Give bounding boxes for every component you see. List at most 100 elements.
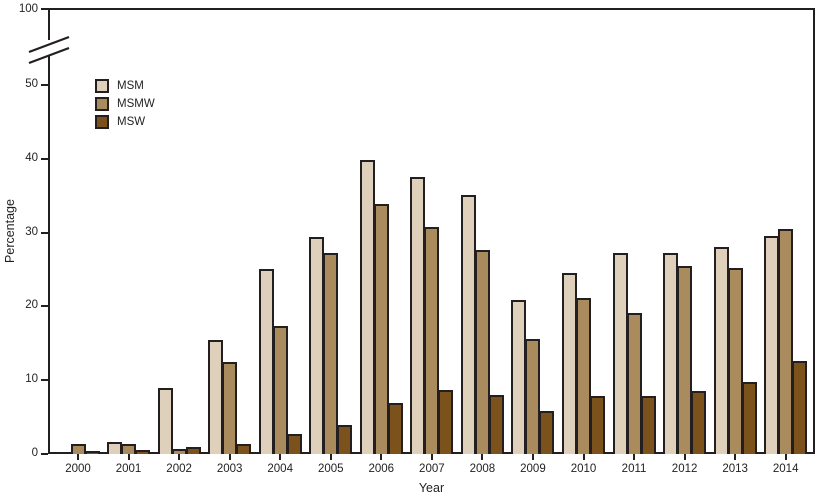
bar-msm-2005 [309, 237, 325, 454]
x-tick-label-2002: 2002 [166, 463, 192, 475]
bar-msm-2011 [612, 253, 628, 454]
bar-msmw-2013 [727, 268, 743, 454]
bar-msmw-2004 [272, 326, 288, 454]
bar-msmw-2007 [424, 227, 440, 454]
y-tick-label-40: 40 [25, 151, 38, 164]
bar-msw-2000 [84, 451, 100, 454]
x-axis-title: Year [418, 481, 445, 495]
bar-msw-2009 [539, 411, 555, 454]
bar-msm-2009 [511, 300, 527, 454]
y-tick-label-0: 0 [31, 447, 38, 459]
bar-msmw-2003 [222, 362, 238, 454]
bar-msm-2012 [663, 253, 679, 454]
bar-msm-2010 [562, 273, 577, 454]
bar-msmw-2011 [626, 313, 642, 454]
x-tick-2006 [380, 454, 383, 460]
bar-msw-2002 [185, 447, 201, 454]
bar-msm-2000 [56, 452, 72, 454]
bar-group-2014 [764, 229, 808, 454]
bar-group-2010 [562, 273, 605, 454]
bar-msw-2005 [337, 425, 353, 454]
x-tick-2000 [77, 454, 79, 460]
legend-label-msw: MSW [117, 116, 146, 128]
legend-label-msmw: MSMW [117, 98, 155, 110]
bar-group-2013 [713, 247, 757, 454]
axis-break-icon [28, 35, 70, 65]
bar-group-2011 [612, 253, 656, 454]
x-tick-label-2005: 2005 [317, 463, 344, 475]
x-tick-2008 [481, 454, 484, 460]
bar-group-2012 [663, 253, 707, 454]
x-tick-2003 [228, 454, 231, 460]
bar-msm-2008 [460, 195, 476, 454]
bar-msw-2004 [286, 434, 302, 454]
x-tick-2004 [279, 454, 282, 460]
bar-msmw-2009 [525, 339, 541, 454]
legend-item-msmw: MSMW [95, 97, 155, 111]
x-tick-label-2006: 2006 [368, 463, 395, 475]
x-tick-label-2008: 2008 [469, 463, 496, 475]
x-tick-label-2010: 2010 [570, 463, 597, 475]
y-tick-label-20: 20 [25, 299, 38, 312]
bar-msw-2008 [488, 395, 504, 454]
x-tick-2010 [582, 454, 585, 460]
y-tick-20 [41, 305, 48, 308]
bar-msw-2003 [236, 444, 252, 454]
bar-msw-2013 [741, 382, 757, 454]
bar-msw-2007 [438, 390, 454, 454]
legend: MSM MSMW MSW [95, 79, 155, 133]
bar-msmw-2001 [121, 444, 137, 454]
bar-msw-2014 [792, 361, 808, 454]
x-tick-label-2000: 2000 [65, 463, 91, 475]
legend-label-msm: MSM [117, 80, 144, 92]
bar-group-2007 [410, 177, 454, 454]
bar-msm-2002 [157, 388, 173, 454]
x-tick-label-2012: 2012 [671, 463, 698, 475]
bar-msm-2004 [258, 269, 274, 454]
bar-msw-2011 [640, 396, 656, 454]
y-tick-100 [41, 8, 48, 10]
y-tick-label-30: 30 [25, 225, 38, 238]
x-tick-label-2001: 2001 [115, 463, 142, 475]
bar-msm-2006 [359, 160, 375, 454]
bar-msm-2007 [410, 177, 426, 454]
bar-msw-2010 [590, 396, 605, 454]
y-tick-label-10: 10 [25, 373, 38, 386]
x-tick-2013 [734, 454, 737, 460]
x-tick-2005 [329, 454, 332, 460]
bar-msw-2006 [387, 403, 403, 454]
bar-msmw-2000 [70, 444, 86, 454]
bar-msw-2012 [691, 391, 707, 454]
x-tick-label-2003: 2003 [216, 463, 243, 475]
bar-msm-2014 [764, 236, 780, 454]
x-tick-2012 [683, 454, 686, 460]
bar-group-2008 [460, 195, 504, 454]
x-tick-label-2011: 2011 [621, 463, 647, 475]
bar-msmw-2006 [373, 204, 389, 454]
x-tick-label-2009: 2009 [520, 463, 546, 475]
y-tick-label-50: 50 [25, 78, 38, 90]
legend-item-msw: MSW [95, 115, 155, 129]
y-tick-0 [41, 453, 48, 455]
y-tick-10 [41, 379, 48, 382]
legend-swatch-msmw [95, 97, 109, 111]
x-tick-label-2013: 2013 [722, 463, 748, 475]
bar-msmw-2008 [474, 250, 490, 454]
bar-msm-2003 [208, 340, 224, 454]
bar-group-2003 [208, 340, 252, 454]
bar-group-2000 [56, 444, 100, 454]
legend-swatch-msm [95, 79, 109, 93]
bar-msmw-2005 [323, 253, 339, 454]
bar-group-2002 [157, 388, 201, 454]
bar-group-2004 [258, 269, 302, 454]
bar-msmw-2014 [778, 229, 794, 454]
x-tick-2001 [127, 454, 130, 460]
x-tick-label-2004: 2004 [267, 463, 293, 475]
x-tick-label-2007: 2007 [419, 463, 445, 475]
y-tick-label-100: 100 [18, 3, 38, 15]
x-tick-2002 [178, 454, 181, 460]
y-tick-50 [41, 84, 48, 86]
bar-group-2005 [309, 237, 353, 454]
bar-group-2009 [511, 300, 555, 454]
